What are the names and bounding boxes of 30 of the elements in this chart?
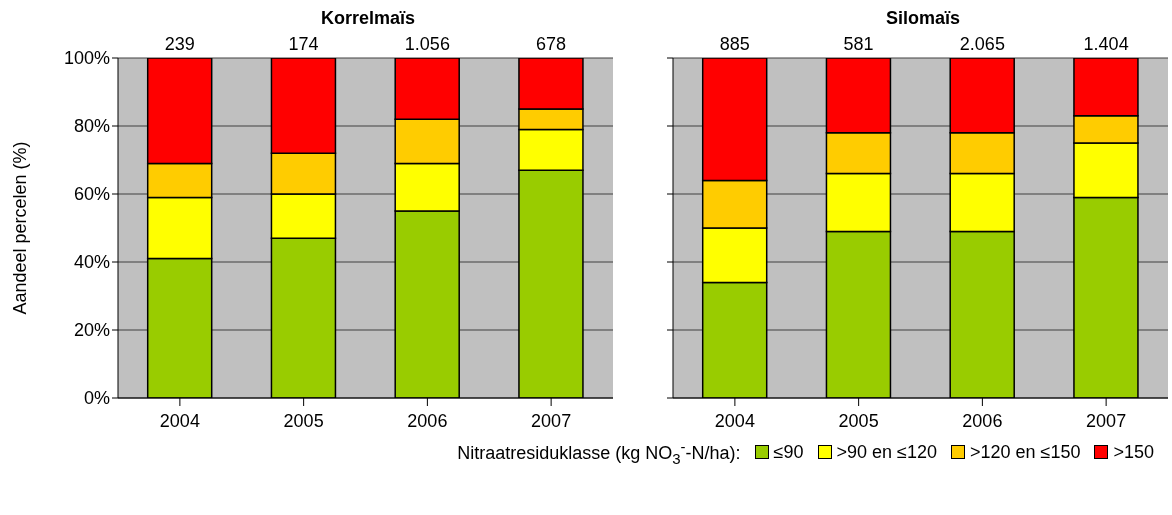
legend-label: >120 en ≤150 (969, 441, 1081, 463)
text: 885 (719, 34, 750, 54)
text: 581 (843, 34, 874, 54)
y-tick-label: 20% (73, 320, 110, 341)
text: 2.065 (959, 34, 1005, 54)
chart-title: Silomaïs (885, 8, 961, 28)
x-tick-label: 2006 (407, 410, 448, 431)
y-tick-label: 100% (63, 48, 110, 69)
y-tick-label: 80% (73, 116, 110, 137)
text: 239 (164, 34, 195, 54)
text: 678 (536, 34, 567, 54)
x-tick-label: 2006 (962, 410, 1003, 431)
x-tick-label: 2004 (714, 410, 755, 431)
chart-title: Korrelmaïs (319, 8, 416, 28)
x-tick-label: 2005 (283, 410, 324, 431)
x-tick-label: 2005 (838, 410, 879, 431)
x-tick-label: 2007 (1086, 410, 1127, 431)
y-axis-title: Aandeel percelen (%) (10, 141, 31, 315)
x-tick-label: 2004 (159, 410, 200, 431)
text: 1.056 (404, 34, 450, 54)
text: 1.404 (1083, 34, 1129, 54)
y-tick-label: 60% (73, 184, 110, 205)
y-tick-label: 0% (83, 388, 110, 409)
legend-label: >150 (1113, 441, 1154, 463)
legend-label: >90 en ≤120 (836, 441, 937, 463)
x-tick-label: 2007 (531, 410, 572, 431)
legend-label: ≤90 (773, 441, 804, 463)
text: 174 (288, 34, 319, 54)
legend-title: Nitraatresiduklasse (kg NO$_{3}$$^{-}$-N/ha): (457, 438, 741, 467)
y-tick-label: 40% (73, 252, 110, 273)
